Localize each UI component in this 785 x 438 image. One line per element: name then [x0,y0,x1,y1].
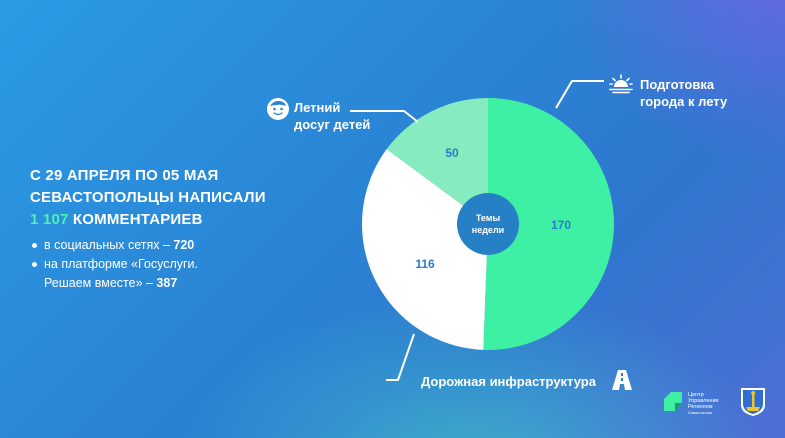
slice-value-summer: 50 [445,146,459,160]
center-logo-icon [664,392,682,411]
center-circle [457,193,519,255]
slice-label-preparation: Подготовка города к лету [640,76,727,110]
slice-value-roads: 116 [415,257,435,271]
bullet-social-text: в социальных сетях – [44,238,174,252]
kid-face-icon [267,98,289,120]
bullet-social-value: 720 [173,238,195,252]
leader-line-summer [350,110,419,123]
leader-line-roads [386,333,415,381]
bullet-social: в социальных сетях – 720 [30,236,330,255]
slice-label-preparation-line-1: Подготовка [640,77,715,92]
bullet-gosuslugi-text-2: Решаем вместе» – [44,276,157,290]
headline-line-3: 1 107 КОММЕНТАРИЕВ [30,209,330,231]
logo-line-1: Центр [688,392,704,398]
slice-value-preparation: 170 [551,218,571,232]
headline: С 29 АПРЕЛЯ ПО 05 МАЯ СЕВАСТОПОЛЬЦЫ НАПИ… [30,165,330,231]
slice-label-roads: Дорожная инфраструктура [421,374,596,389]
bullet-gosuslugi: на платформе «Госуслуги. Решаем вместе» –… [30,255,330,293]
headline-line-3-rest: КОММЕНТАРИЕВ [72,211,203,228]
pie-slice-roads [362,149,488,350]
slice-label-summer: Летний досуг детей [294,99,370,133]
pie-slice-preparation [483,98,614,350]
road-icon [612,370,632,390]
logo-line-3: Регионом [688,404,713,410]
center-label-line-1: Темы [476,213,501,223]
bullet-gosuslugi-value: 387 [156,276,178,290]
headline-count: 1 107 [30,211,69,228]
slice-label-preparation-line-2: города к лету [640,94,728,109]
headline-line-1: С 29 АПРЕЛЯ ПО 05 МАЯ [30,167,219,184]
logo-line-4: Севастополь [688,410,713,415]
headline-line-2: СЕВАСТОПОЛЬЦЫ НАПИСАЛИ [30,189,266,206]
center-logo-text: Центр Управления Регионом Севастополь [688,392,719,416]
slice-label-summer-line-2: досуг детей [294,117,371,132]
center-label-line-2: недели [472,225,504,235]
sunrise-icon [609,74,633,94]
sevastopol-emblem-icon [741,388,765,416]
bullet-list: в социальных сетях – 720 на платформе «Г… [30,236,330,293]
logo-line-2: Управления [688,398,719,404]
pie-slice-summer [386,98,488,224]
slice-label-summer-line-1: Летний [294,100,341,115]
bullet-gosuslugi-text-1: на платформе «Госуслуги. [44,257,199,271]
leader-line-preparation [555,80,604,109]
